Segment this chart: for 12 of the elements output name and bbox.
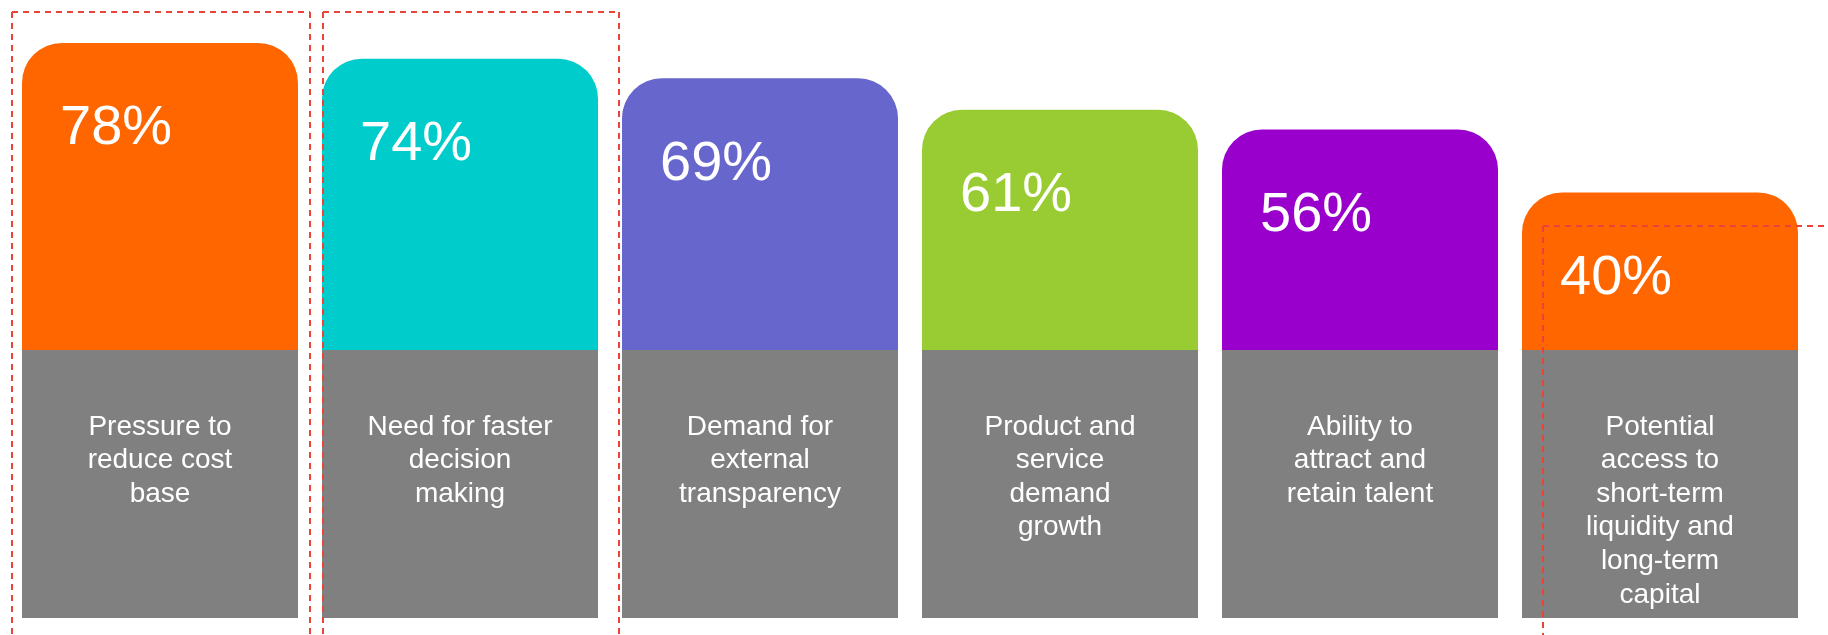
x-tick-label: Product and service demand growth (984, 409, 1136, 542)
x-tick-label: Potential access to short-term liquidity and long-term capital (1586, 409, 1734, 609)
x-tick-label: Ability to attract and retain talent (1286, 409, 1434, 508)
data-label: 56% (1260, 179, 1373, 243)
x-tick-label: Pressure to reduce cost base (87, 409, 233, 508)
data-label: 78% (60, 93, 173, 157)
data-label: 61% (960, 160, 1073, 224)
data-label: 74% (360, 109, 473, 173)
x-tick-label: Need for faster decision making (367, 409, 553, 508)
x-tick-label: Demand for external transparency (679, 409, 841, 508)
data-label: 40% (1560, 242, 1673, 306)
data-label: 69% (660, 128, 773, 192)
